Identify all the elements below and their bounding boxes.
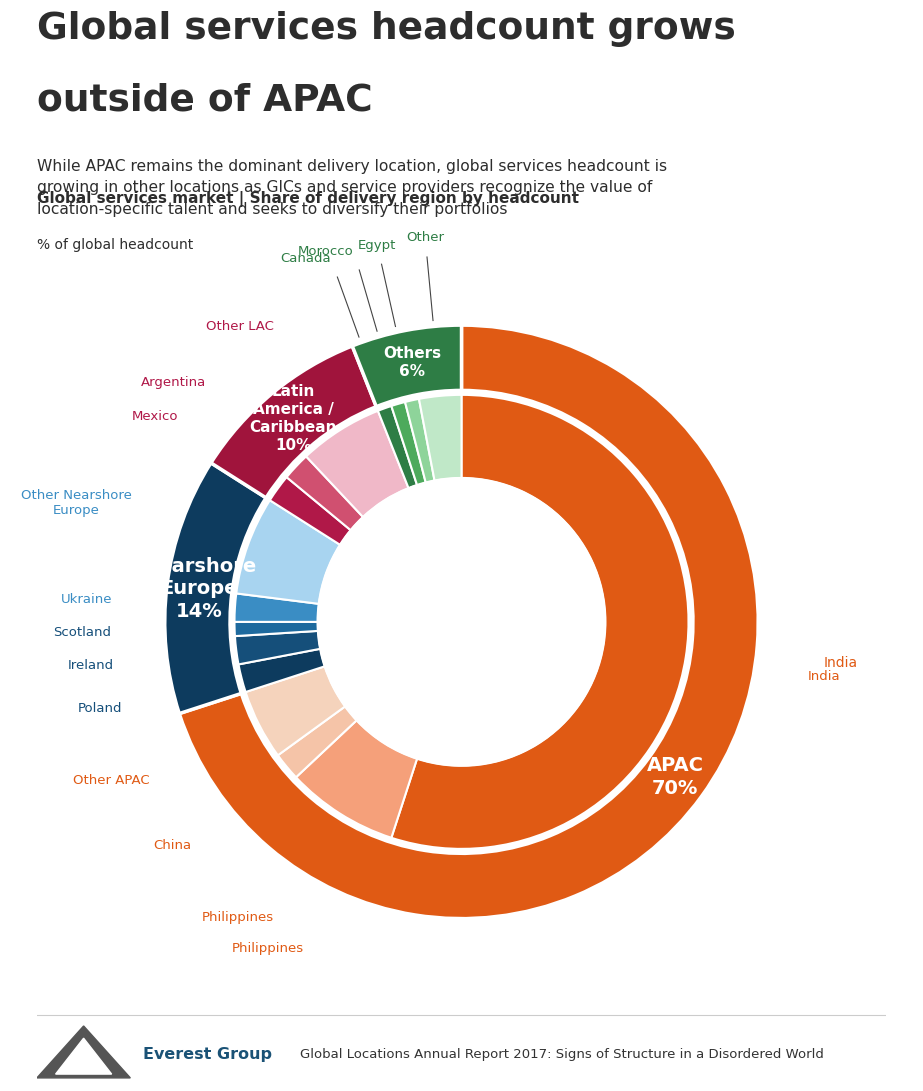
Text: % of global headcount: % of global headcount bbox=[37, 238, 193, 252]
Text: Other: Other bbox=[406, 231, 444, 244]
Text: While APAC remains the dominant delivery location, global services headcount is
: While APAC remains the dominant delivery… bbox=[37, 158, 667, 217]
Wedge shape bbox=[234, 622, 318, 636]
Polygon shape bbox=[37, 1026, 130, 1078]
Text: Egypt: Egypt bbox=[358, 239, 397, 252]
Text: Mexico: Mexico bbox=[132, 409, 178, 422]
Text: India: India bbox=[808, 670, 840, 683]
Wedge shape bbox=[164, 463, 266, 714]
Text: Canada: Canada bbox=[281, 252, 330, 265]
Text: Global services market | Share of delivery region by headcount: Global services market | Share of delive… bbox=[37, 191, 579, 207]
Wedge shape bbox=[236, 501, 340, 603]
Wedge shape bbox=[306, 411, 409, 517]
Wedge shape bbox=[353, 325, 462, 407]
Text: Latin
America /
Caribbean
10%: Latin America / Caribbean 10% bbox=[249, 384, 337, 453]
Text: Other APAC: Other APAC bbox=[73, 775, 150, 788]
Text: outside of APAC: outside of APAC bbox=[37, 83, 373, 119]
Text: Everest Group: Everest Group bbox=[143, 1047, 272, 1063]
Wedge shape bbox=[211, 346, 377, 497]
Wedge shape bbox=[246, 667, 345, 755]
Text: Nearshore
Europe
14%: Nearshore Europe 14% bbox=[142, 556, 257, 621]
Text: Scotland: Scotland bbox=[54, 626, 112, 639]
Polygon shape bbox=[55, 1039, 112, 1074]
Text: India: India bbox=[823, 656, 857, 670]
Text: Global Locations Annual Report 2017: Signs of Structure in a Disordered World: Global Locations Annual Report 2017: Sig… bbox=[300, 1048, 824, 1062]
Wedge shape bbox=[235, 631, 320, 664]
Text: Others
6%: Others 6% bbox=[383, 346, 441, 379]
Wedge shape bbox=[296, 720, 417, 838]
Text: Ukraine: Ukraine bbox=[61, 594, 112, 607]
Wedge shape bbox=[419, 395, 462, 480]
Text: Argentina: Argentina bbox=[141, 375, 206, 388]
Wedge shape bbox=[286, 456, 363, 530]
Wedge shape bbox=[278, 707, 356, 777]
Text: China: China bbox=[153, 839, 192, 852]
Wedge shape bbox=[234, 594, 318, 622]
Wedge shape bbox=[378, 406, 417, 488]
Wedge shape bbox=[391, 395, 689, 849]
Wedge shape bbox=[179, 325, 759, 919]
Text: Global services headcount grows: Global services headcount grows bbox=[37, 11, 736, 47]
Wedge shape bbox=[270, 477, 351, 544]
Circle shape bbox=[318, 478, 605, 766]
Text: APAC
70%: APAC 70% bbox=[647, 756, 703, 798]
Wedge shape bbox=[238, 649, 325, 692]
Text: Morocco: Morocco bbox=[298, 244, 354, 257]
Text: Poland: Poland bbox=[78, 703, 123, 716]
Wedge shape bbox=[391, 401, 426, 485]
Text: Philippines: Philippines bbox=[202, 911, 274, 924]
Text: Other LAC: Other LAC bbox=[206, 320, 274, 333]
Text: Other Nearshore
Europe: Other Nearshore Europe bbox=[21, 489, 132, 517]
Wedge shape bbox=[405, 399, 435, 482]
Text: Ireland: Ireland bbox=[68, 659, 114, 672]
Text: Philippines: Philippines bbox=[232, 943, 304, 956]
